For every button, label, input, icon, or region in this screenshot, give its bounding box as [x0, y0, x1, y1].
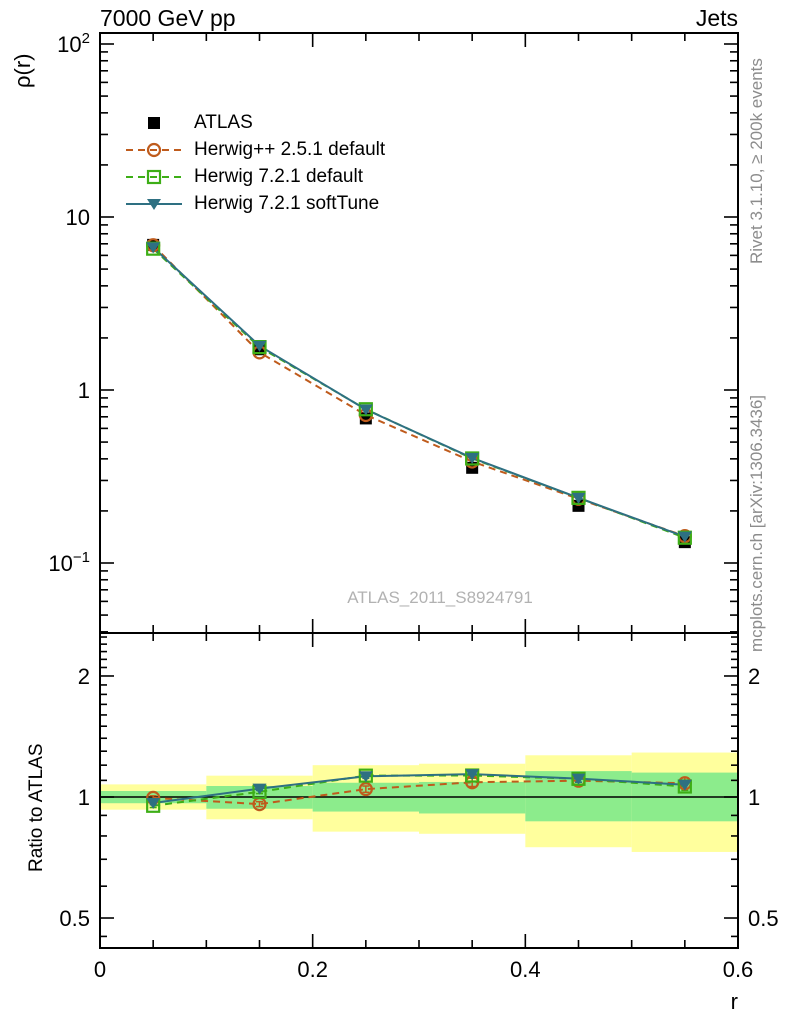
data-point-marker-circle-open — [358, 782, 373, 797]
data-point-marker-triangle-down-filled — [146, 242, 161, 254]
main-line-herwig721-default — [152, 247, 686, 539]
data-point-marker-triangle-down-filled — [358, 404, 373, 416]
data-point-marker-triangle-down-filled — [147, 198, 161, 210]
series-markers — [146, 238, 692, 813]
data-point-marker-square-open — [571, 771, 586, 786]
legend-item-herwig721-softtune: Herwig 7.2.1 softTune — [126, 190, 385, 217]
y-ratio-tick-label-left: 1 — [78, 785, 90, 810]
main-line-herwigpp — [152, 244, 686, 538]
y-ratio-tick-label-right: 0.5 — [748, 906, 779, 931]
data-point-marker-triangle-down-filled — [252, 340, 267, 352]
chart-layers: 0 0.2 0.4 0.6 102 10 1 10−1 2 2 1 1 0.5 0.5 — [48, 30, 778, 982]
analysis-id-watermark: ATLAS_2011_S8924791 — [347, 588, 533, 607]
ratio-line-herwig721-softtune — [153, 773, 685, 805]
y-ratio-tick-label-left: 2 — [78, 664, 90, 689]
data-point-marker-triangle-down-filled — [571, 773, 586, 785]
y-axis-title-main: ρ(r) — [10, 54, 35, 89]
x-tick-label: 0.2 — [297, 957, 328, 982]
data-point-marker-triangle-down-filled — [677, 531, 692, 543]
axis-tick-labels: 0 0.2 0.4 0.6 102 10 1 10−1 2 2 1 1 0.5 0.5 — [48, 30, 778, 982]
x-tick-label: 0.6 — [723, 957, 754, 982]
legend-marker-herwig721-default — [126, 169, 182, 184]
y-main-tick-label: 1 — [78, 378, 90, 403]
legend-label: Herwig++ 2.5.1 default — [194, 138, 386, 160]
data-point-marker-square-open — [146, 169, 162, 184]
series-lines — [152, 244, 686, 807]
y-axis-title-ratio: Ratio to ATLAS — [26, 744, 47, 873]
mcplots-arxiv-note: mcplots.cern.ch [arXiv:1306.3436] — [747, 395, 766, 652]
legend-marker-atlas — [148, 116, 160, 129]
data-point-marker-triangle-down-filled — [358, 771, 373, 783]
main-line-herwig721-softtune — [152, 246, 686, 538]
data-point-marker-square-filled — [148, 116, 160, 129]
legend-marker-herwig721-softtune — [126, 198, 182, 210]
data-point-marker-triangle-down-filled — [465, 769, 480, 781]
y-main-tick-label: 10−1 — [48, 549, 90, 576]
data-point-marker-circle-open — [146, 142, 162, 157]
legend-label: ATLAS — [194, 111, 253, 133]
data-point-marker-triangle-down-filled — [146, 798, 161, 810]
rivet-version-note: Rivet 3.1.10, ≥ 200k events — [747, 58, 766, 264]
y-main-tick-label: 10 — [66, 205, 90, 230]
plot-title-left: 7000 GeV pp — [100, 5, 236, 31]
legend-label: Herwig 7.2.1 softTune — [194, 192, 380, 214]
plot-legend: ATLAS Herwig++ 2.5.1 default Herwig 7.2.1 … — [126, 109, 385, 217]
data-point-marker-triangle-down-filled — [252, 783, 267, 795]
plot-title-right: Jets — [696, 5, 738, 31]
y-ratio-tick-label-right: 1 — [748, 785, 760, 810]
legend-marker-herwigpp — [126, 142, 182, 157]
ratio-uncertainty-bands — [100, 752, 738, 852]
ratio-line-herwigpp — [153, 779, 685, 806]
y-ratio-tick-label-left: 0.5 — [59, 906, 90, 931]
data-point-marker-triangle-down-filled — [677, 779, 692, 791]
data-point-marker-triangle-down-filled — [465, 452, 480, 464]
legend-label: Herwig 7.2.1 default — [194, 165, 363, 187]
legend-item-herwig721-default: Herwig 7.2.1 default — [126, 163, 385, 190]
axis-ticks — [99, 33, 739, 948]
x-axis-title: r — [731, 989, 738, 1014]
legend-item-atlas: ATLAS — [126, 109, 385, 136]
x-tick-label: 0 — [94, 957, 106, 982]
legend-item-herwigpp: Herwig++ 2.5.1 default — [126, 136, 385, 163]
data-point-marker-square-open — [465, 451, 480, 466]
data-point-marker-triangle-down-filled — [571, 492, 586, 504]
y-ratio-tick-label-right: 2 — [748, 664, 760, 689]
y-main-tick-label: 102 — [57, 30, 90, 57]
x-tick-label: 0.4 — [510, 957, 541, 982]
